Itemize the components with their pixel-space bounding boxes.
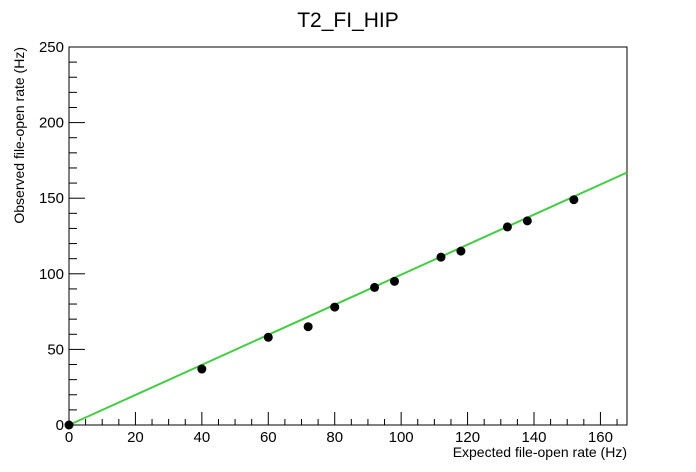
- plot-frame: [68, 46, 628, 426]
- y-tick-label: 50: [47, 341, 64, 358]
- data-point: [436, 252, 446, 262]
- data-point: [64, 420, 74, 430]
- axes-layer: 0 20 40 60 80 100 120 140 160 0 50 100 150 200 250: [39, 39, 628, 446]
- x-tick-label: 160: [588, 429, 613, 446]
- x-tick-label: 20: [127, 429, 144, 446]
- data-point: [390, 276, 399, 286]
- data-point: [370, 282, 380, 292]
- y-tick-label: 250: [39, 39, 64, 56]
- fit-line: [68, 171, 628, 426]
- x-tick-label: 60: [260, 429, 277, 446]
- data-point: [569, 195, 579, 205]
- data-point: [263, 332, 273, 342]
- data-point: [197, 364, 207, 374]
- data-points-layer: [64, 195, 579, 430]
- data-point: [303, 322, 313, 332]
- y-axis-label: Observed file-open rate (Hz): [11, 47, 27, 224]
- x-tick-label: 120: [455, 429, 480, 446]
- x-tick-label: 140: [521, 429, 546, 446]
- data-point: [456, 246, 466, 256]
- data-point: [502, 222, 512, 232]
- text-layer: T2_FI_HIP Expected file-open rate (Hz) O…: [11, 9, 627, 460]
- y-tick-label: 150: [39, 190, 64, 207]
- y-tick-label: 0: [56, 417, 64, 434]
- data-point: [330, 302, 340, 312]
- x-axis-label: Expected file-open rate (Hz): [453, 444, 627, 460]
- x-tick-label: 80: [326, 429, 343, 446]
- data-point: [522, 216, 532, 226]
- y-tick-label: 200: [39, 115, 64, 132]
- fit-line-layer: [68, 171, 628, 426]
- x-tick-label: 40: [194, 429, 211, 446]
- y-tick-label: 100: [39, 266, 64, 283]
- x-tick-label: 100: [389, 429, 414, 446]
- x-tick-label: 0: [65, 429, 73, 446]
- chart-title: T2_FI_HIP: [297, 9, 399, 32]
